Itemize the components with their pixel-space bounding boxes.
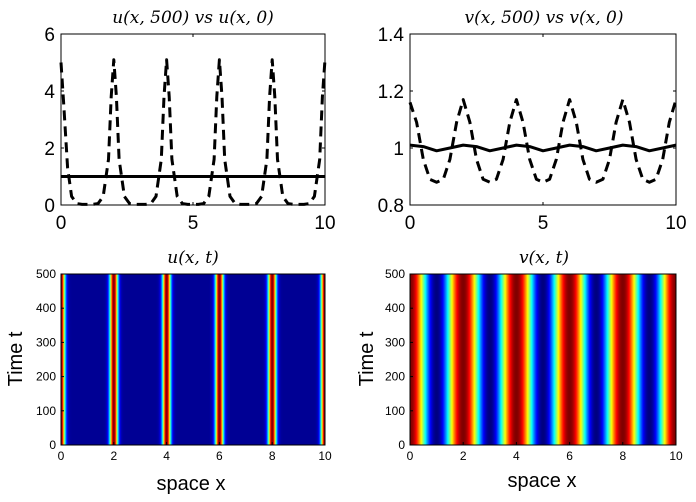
x-tick-label: 0 [405, 213, 416, 234]
series-line-final [409, 143, 677, 153]
panel-v-line: v(x, 500) vs v(x, 0) 0 5 10 0.8 1 1.2 1.4 [378, 8, 687, 234]
chart-title: u(x, t) [167, 248, 218, 268]
x-tick-label: 5 [538, 213, 549, 234]
x-tick-label: 4 [163, 449, 170, 463]
x-tick-label: 2 [460, 449, 467, 463]
series-line-initial [59, 58, 327, 206]
x-tick-label: 2 [110, 449, 117, 463]
y-tick-label: 4 [44, 82, 55, 103]
y-tick-label: 0 [398, 438, 405, 452]
x-tick-label: 4 [513, 449, 520, 463]
y-tick-label: 200 [385, 370, 405, 384]
y-tick-label: 400 [385, 301, 405, 315]
x-tick-label: 8 [269, 449, 276, 463]
y-tick-label: 2 [44, 139, 55, 160]
x-axis-label: space x [157, 473, 226, 495]
axes-frame [60, 273, 326, 446]
y-axis-label: Time t [5, 331, 27, 386]
heatmap-image [61, 274, 325, 445]
x-tick-label: 6 [566, 449, 573, 463]
chart-title: u(x, 500) vs u(x, 0) [112, 8, 274, 28]
x-tick-label: 0 [56, 213, 67, 234]
x-tick-label: 10 [665, 213, 686, 234]
x-tick-label: 6 [216, 449, 223, 463]
x-axis-label: space x [508, 470, 577, 492]
tick-group: 0 5 10 0 2 4 6 [44, 25, 335, 234]
y-tick-label: 0 [49, 438, 56, 452]
x-tick-label: 10 [314, 213, 335, 234]
x-tick-label: 10 [669, 449, 683, 463]
y-tick-label: 100 [385, 404, 405, 418]
x-tick-label: 8 [619, 449, 626, 463]
series-group [408, 98, 678, 184]
x-tick-label: 5 [188, 213, 199, 234]
axes-frame [409, 273, 677, 446]
panel-u-line: u(x, 500) vs u(x, 0) 0 5 10 0 2 4 6 [44, 8, 335, 234]
y-tick-label: 0 [44, 196, 55, 217]
y-tick-label: 6 [44, 25, 55, 46]
y-tick-label: 500 [36, 267, 56, 281]
plot-area [410, 34, 676, 205]
chart-title: v(x, t) [519, 248, 569, 268]
heatmap-image [410, 274, 676, 445]
y-tick-label: 300 [36, 335, 56, 349]
y-tick-label: 300 [385, 335, 405, 349]
series-group [59, 58, 327, 206]
chart-title: v(x, 500) vs v(x, 0) [465, 8, 624, 28]
y-tick-label: 1.2 [378, 82, 404, 103]
y-tick-label: 200 [36, 370, 56, 384]
plot-area [61, 34, 325, 205]
tick-group: 0 5 10 0.8 1 1.2 1.4 [378, 25, 687, 234]
x-tick-label: 0 [407, 449, 414, 463]
x-tick-label: 0 [58, 449, 65, 463]
x-tick-label: 10 [318, 449, 332, 463]
y-tick-label: 400 [36, 301, 56, 315]
y-axis-label: Time t [356, 331, 378, 386]
y-tick-label: 0.8 [378, 196, 404, 217]
y-tick-label: 500 [385, 267, 405, 281]
y-tick-label: 1.4 [378, 25, 405, 46]
y-tick-label: 1 [393, 139, 404, 160]
y-tick-label: 100 [36, 404, 56, 418]
